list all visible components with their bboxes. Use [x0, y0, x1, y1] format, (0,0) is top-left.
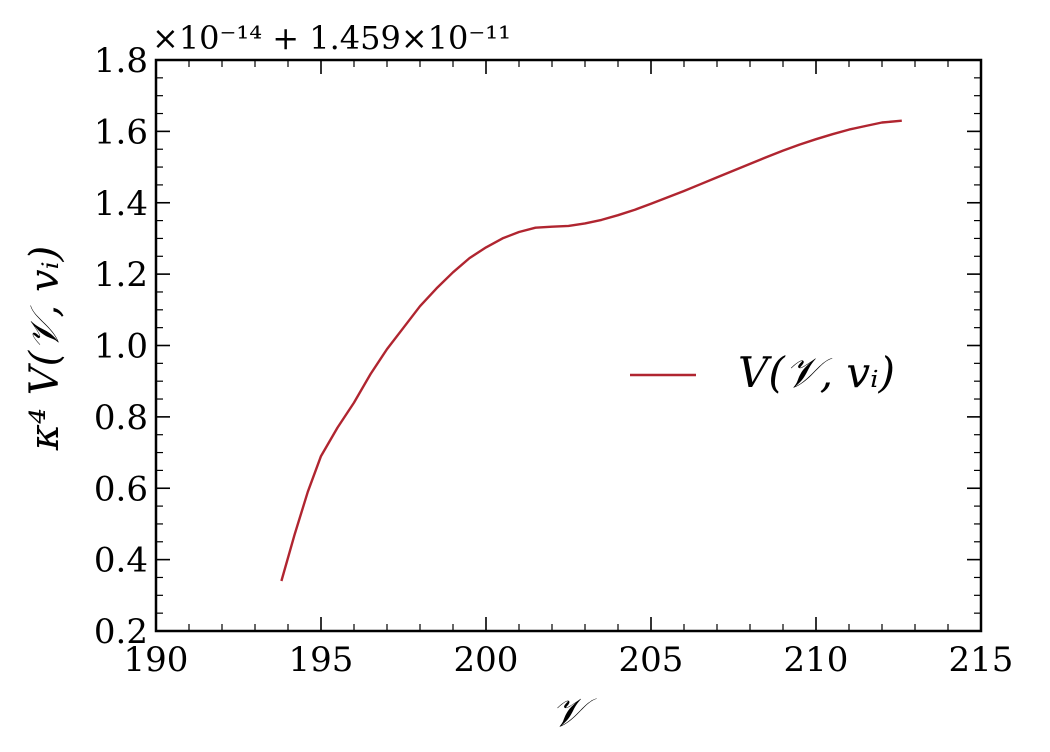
- x-axis-label: 𝒱: [551, 690, 597, 736]
- x-tick-label: 195: [289, 640, 354, 680]
- x-tick-label: 190: [124, 640, 189, 680]
- legend-label: V(𝒱, vᵢ): [738, 348, 895, 397]
- y-tick-label: 1.4: [94, 184, 148, 224]
- x-tick-label: 205: [619, 640, 684, 680]
- legend: V(𝒱, vᵢ): [630, 348, 895, 397]
- y-tick-label: 0.2: [94, 612, 148, 652]
- y-tick-label: 0.6: [94, 469, 148, 509]
- y-axis-label: κ⁴ V(𝒱, vᵢ): [22, 246, 68, 451]
- series-line: [280, 119, 902, 582]
- y-tick-label: 1.2: [94, 255, 148, 295]
- series-layer: [280, 119, 902, 582]
- y-tick-label: 1.0: [94, 327, 148, 367]
- y-tick-label: 0.4: [94, 541, 148, 581]
- y-tick-label: 1.6: [94, 112, 148, 152]
- y-tick-label: 1.8: [94, 41, 148, 81]
- ticks-layer: [155, 59, 982, 632]
- y-tick-label: 0.8: [94, 398, 148, 438]
- plot-frame: [154, 58, 983, 633]
- tick-labels-layer: 190 195 200 205 210 215 0.2 0.4 0.6 0.8 1.0 1.2 1.4 1…: [94, 41, 1014, 680]
- x-tick-label: 200: [454, 640, 519, 680]
- x-tick-label: 215: [949, 640, 1014, 680]
- x-tick-label: 210: [784, 640, 849, 680]
- offset-text: ×10⁻¹⁴ + 1.459×10⁻¹¹: [152, 19, 511, 57]
